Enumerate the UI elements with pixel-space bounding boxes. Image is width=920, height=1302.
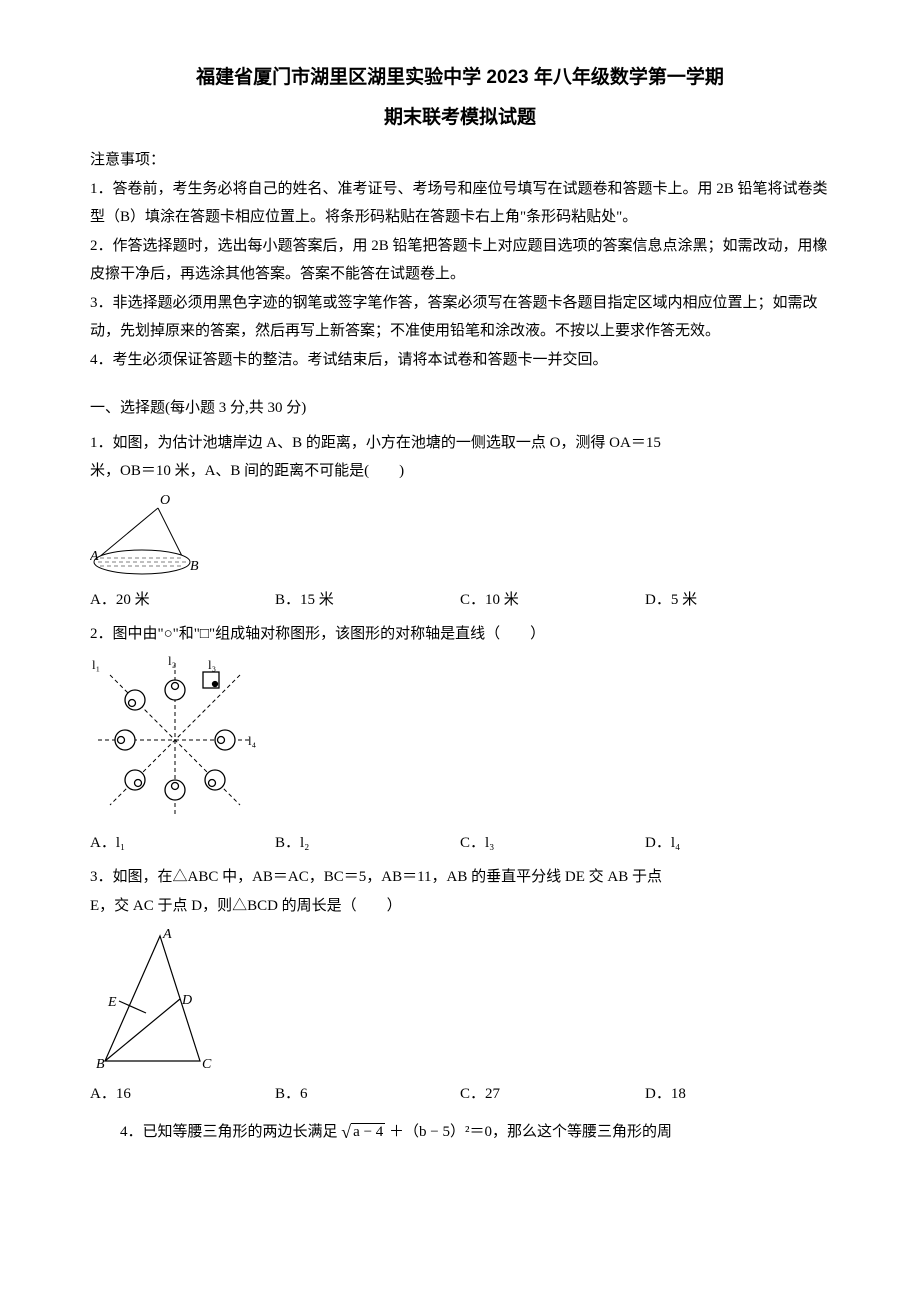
q3-opt-c: C．27	[460, 1080, 645, 1109]
q2-label-l1: l₁	[92, 657, 100, 672]
q1-figure: O A B	[90, 492, 830, 582]
q1-text-line1: 1．如图，为估计池塘岸边 A、B 的距离，小方在池塘的一侧选取一点 O，测得 O…	[90, 429, 830, 458]
question-2: 2．图中由"○"和"□"组成轴对称图形，该图形的对称轴是直线（ ）	[90, 620, 830, 649]
q4-text-post: ＋（b − 5）²＝0，那么这个等腰三角形的周	[389, 1124, 672, 1140]
q3-label-b: B	[96, 1057, 105, 1072]
q3-text-line2: E，交 AC 于点 D，则△BCD 的周长是（ ）	[90, 892, 830, 921]
q2-opt-b: B．l₂	[275, 829, 460, 858]
q1-label-a: A	[90, 549, 99, 564]
q1-opt-d: D．5 米	[645, 586, 830, 615]
q2-label-l3: l₃	[208, 657, 216, 672]
q4-sqrt-arg: a − 4	[351, 1123, 385, 1140]
q3-label-e: E	[107, 995, 117, 1010]
q2-opt-d: D．l₄	[645, 829, 830, 858]
q1-opt-a: A．20 米	[90, 586, 275, 615]
notice-heading: 注意事项：	[90, 146, 830, 175]
q3-text-line1: 3．如图，在△ABC 中，AB＝AC，BC＝5，AB＝11，AB 的垂直平分线 …	[90, 863, 830, 892]
q1-label-o: O	[160, 493, 170, 508]
q3-opt-a: A．16	[90, 1080, 275, 1109]
radical-icon: √	[341, 1122, 351, 1142]
notice-block: 注意事项： 1．答卷前，考生务必将自己的姓名、准考证号、考场号和座位号填写在试题…	[90, 146, 830, 374]
q3-opt-d: D．18	[645, 1080, 830, 1109]
q2-label-l2: l₂	[168, 655, 176, 668]
question-1: 1．如图，为估计池塘岸边 A、B 的距离，小方在池塘的一侧选取一点 O，测得 O…	[90, 429, 830, 486]
q2-options: A．l₁ B．l₂ C．l₃ D．l₄	[90, 829, 830, 858]
q2-label-l4: l₄	[248, 733, 257, 748]
q3-figure: A B C D E	[90, 926, 830, 1076]
q3-label-c: C	[202, 1057, 212, 1072]
q4-text-pre: 4．已知等腰三角形的两边长满足	[120, 1124, 338, 1140]
notice-item-3: 3．非选择题必须用黑色字迹的钢笔或签字笔作答，答案必须写在答题卡各题目指定区域内…	[90, 289, 830, 346]
q2-text: 2．图中由"○"和"□"组成轴对称图形，该图形的对称轴是直线（ ）	[90, 620, 830, 649]
notice-item-4: 4．考生必须保证答题卡的整洁。考试结束后，请将本试卷和答题卡一并交回。	[90, 346, 830, 375]
question-3: 3．如图，在△ABC 中，AB＝AC，BC＝5，AB＝11，AB 的垂直平分线 …	[90, 863, 830, 920]
title-sub: 期末联考模拟试题	[90, 100, 830, 136]
notice-item-2: 2．作答选择题时，选出每小题答案后，用 2B 铅笔把答题卡上对应题目选项的答案信…	[90, 232, 830, 289]
q1-text-line2: 米，OB＝10 米，A、B 间的距离不可能是( )	[90, 457, 830, 486]
q3-label-d: D	[181, 993, 192, 1008]
question-4: 4．已知等腰三角形的两边长满足 √a − 4 ＋（b − 5）²＝0，那么这个等…	[90, 1115, 830, 1149]
q1-label-b: B	[190, 559, 199, 574]
q1-opt-c: C．10 米	[460, 586, 645, 615]
title-main: 福建省厦门市湖里区湖里实验中学 2023 年八年级数学第一学期	[90, 60, 830, 96]
q3-opt-b: B．6	[275, 1080, 460, 1109]
q1-opt-b: B．15 米	[275, 586, 460, 615]
notice-item-1: 1．答卷前，考生务必将自己的姓名、准考证号、考场号和座位号填写在试题卷和答题卡上…	[90, 175, 830, 232]
q2-figure: l₁ l₂ l₃ l₄	[90, 655, 830, 825]
q3-options: A．16 B．6 C．27 D．18	[90, 1080, 830, 1109]
q2-opt-c: C．l₃	[460, 829, 645, 858]
q3-label-a: A	[162, 927, 172, 942]
q2-opt-a: A．l₁	[90, 829, 275, 858]
section-1-heading: 一、选择题(每小题 3 分,共 30 分)	[90, 394, 830, 423]
q1-options: A．20 米 B．15 米 C．10 米 D．5 米	[90, 586, 830, 615]
